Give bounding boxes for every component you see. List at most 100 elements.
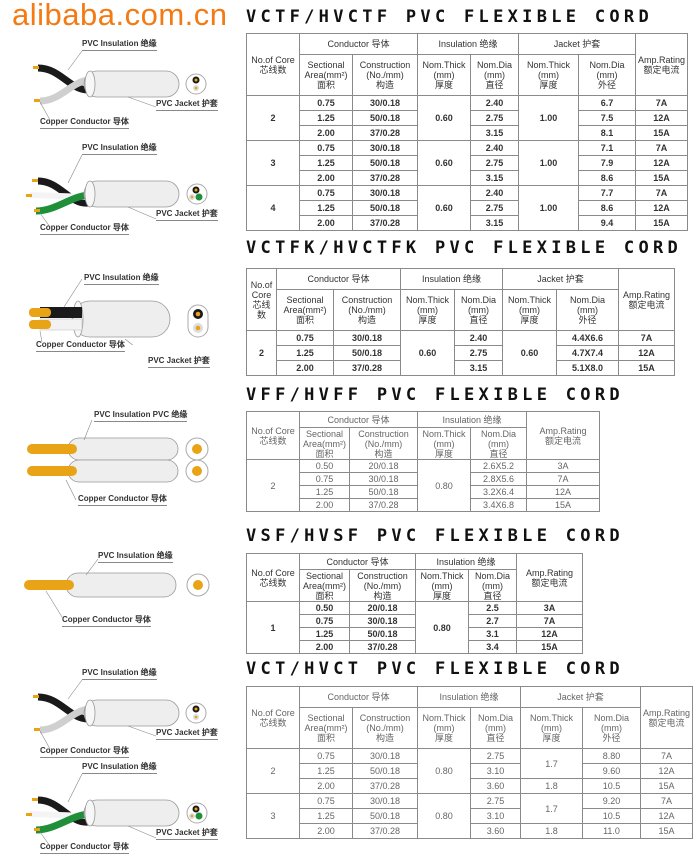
insulation-diameter: 3.15: [470, 125, 519, 141]
table-row: 3 0.75 30/0.18 0.60 2.40 1.00 7.1 7A: [246, 140, 688, 186]
header-area: Sectional Area(mm²) 面积: [299, 427, 350, 460]
amp-rating: 12A: [640, 763, 693, 779]
amp-rating: 7A: [526, 472, 600, 486]
header-jacket: Jacket 护套: [520, 686, 641, 708]
header-area: Sectional Area(mm²) 面积: [299, 707, 353, 749]
header-sub-label: 厚度: [434, 80, 453, 90]
header-sub-label: (mm): [577, 305, 598, 315]
header-sub-label: Nom.Dia: [593, 713, 629, 723]
sectional-area: 0.50: [299, 601, 350, 615]
amp-rating: 15A: [635, 215, 688, 231]
header-amp-label: 额定电流: [628, 299, 665, 310]
section-title: VFF/HVFF PVC FLEXIBLE CORD: [246, 385, 624, 405]
core-count: 3: [246, 793, 300, 839]
header-row: No.of Core 芯线数 Conductor 导体 Insulation 绝缘 Am…: [246, 411, 600, 460]
header-sub-label: (mm): [484, 70, 505, 80]
jacket-diameter: 7.1: [578, 140, 636, 156]
conductor-label: Copper Conductor 导体: [40, 223, 129, 235]
construction: 50/0.18: [349, 627, 416, 641]
header-row: Sectional Area(mm²) 面积 Construction (No./mm)…: [247, 289, 675, 331]
header-sub-label: Nom.Dia: [474, 570, 510, 581]
jacket-thickness: 0.60: [502, 330, 557, 376]
amp-rating: 7A: [635, 95, 688, 111]
amp-rating: 12A: [516, 627, 583, 641]
insulation-diameter: 2.7: [468, 614, 517, 628]
header-core: No.of Core 芯线数: [246, 33, 300, 96]
table-row: 1.25 50/0.18 2.75 7.5 12A: [247, 110, 688, 126]
table-row: 2 0.75 30/0.18 0.60 2.40 0.60 4.4X6.6 7A: [246, 330, 675, 376]
construction: 30/0.18: [349, 614, 416, 628]
header-row: Sectional Area(mm²) 面积 Construction (No./mm)…: [247, 427, 600, 460]
sectional-area: 1.25: [299, 200, 353, 216]
header-sub-label: Area(mm²): [304, 723, 348, 733]
amp-rating: 15A: [526, 498, 600, 512]
conductor-label: Copper Conductor 导体: [40, 117, 129, 129]
table-row: 2.00 37/0.28 3.60 1.8 11.0 15A: [247, 823, 693, 839]
header-conductor: Conductor 导体: [299, 686, 418, 708]
header-amp-rating: Amp.Rating 额定电流: [526, 411, 600, 460]
jacket-thickness: 1.7: [520, 748, 583, 779]
insulation-thickness: 0.60: [417, 95, 471, 141]
table-row: 1 0.50 20/0.18 0.80 2.5 3A: [246, 601, 583, 654]
header-core-label: No.of: [250, 279, 273, 290]
jacket-diameter: 5.1X8.0: [556, 360, 619, 376]
jacket-diameter: 9.60: [582, 763, 641, 779]
jacket-diameter: 6.7: [578, 95, 636, 111]
table-row: 1.25 50/0.18 2.75 8.6 12A: [247, 200, 688, 216]
header-sub-label: 外径: [597, 80, 616, 90]
jacket-label: PVC Jacket 护套: [156, 728, 218, 740]
table-row: 1.25 50/0.18 2.75 4.7X7.4 12A: [247, 345, 675, 361]
construction: 50/0.18: [352, 110, 418, 126]
header-sub-label: Construction: [341, 295, 393, 305]
header-amp-rating: Amp.Rating 额定电流: [618, 268, 675, 331]
insulation-diameter: 3.60: [470, 778, 521, 794]
header-conductor: Conductor 导体: [299, 33, 418, 55]
jacket-thickness: 1.8: [520, 823, 583, 839]
jacket-diameter: 10.5: [582, 778, 641, 794]
amp-rating: 15A: [640, 778, 693, 794]
header-sub-label: Construction: [358, 428, 409, 439]
jacket-diameter: 9.20: [582, 793, 641, 809]
insulation-diameter: 2.40: [470, 185, 519, 201]
insulation-diameter: 3.15: [470, 170, 519, 186]
jacket-thickness: 1.8: [520, 778, 583, 794]
sectional-area: 2.00: [299, 170, 353, 186]
header-sub-label: Nom.Thick: [405, 295, 449, 305]
jacket-label: PVC Jacket 护套: [156, 828, 218, 840]
header-sub-label: Area(mm²): [303, 438, 346, 449]
header-insulation: Insulation 绝缘: [417, 686, 521, 708]
header-conductor: Conductor 导体: [299, 553, 416, 570]
cable-illustration-vctfk: [0, 265, 240, 358]
header-sub-label: (mm): [601, 723, 622, 733]
insulation-thickness: 0.80: [417, 748, 471, 794]
header-sub-label: Nom.Thick: [420, 570, 464, 581]
header-core: No.of Core 芯线数: [246, 553, 300, 602]
sectional-area: 0.75: [276, 330, 334, 346]
amp-rating: 7A: [640, 748, 693, 764]
core-count: 2: [246, 330, 277, 376]
jacket-label: PVC Jacket 护套: [156, 209, 218, 221]
amp-rating: 7A: [635, 185, 688, 201]
header-sub-label: (mm): [468, 305, 489, 315]
header-ins-dia: Nom.Dia (mm) 直径: [454, 289, 503, 331]
header-sub-label: Sectional: [305, 428, 344, 439]
header-amp-label: 额定电流: [544, 435, 581, 446]
core-count: 2: [246, 95, 300, 141]
header-conductor: Conductor 导体: [299, 411, 418, 428]
header-sub-label: 面积: [316, 733, 335, 743]
header-sub-label: (No./mm): [348, 305, 386, 315]
construction: 50/0.18: [352, 763, 418, 779]
insulation-label: PVC Insulation 绝缘: [82, 762, 157, 774]
header-construction: Construction (No./mm) 构造: [333, 289, 401, 331]
sectional-area: 0.75: [299, 140, 353, 156]
header-sub-label: (mm): [485, 723, 506, 733]
header-amp-label: Amp.Rating: [525, 567, 574, 578]
amp-rating: 3A: [516, 601, 583, 615]
construction: 37/0.28: [349, 498, 418, 512]
insulation-diameter: 3.2X6.4: [470, 485, 527, 499]
conductor-label: Copper Conductor 导体: [40, 746, 129, 758]
insulation-label: PVC Insulation 绝缘: [82, 143, 157, 155]
cable-illustration-vff: [0, 400, 240, 525]
sectional-area: 0.75: [299, 185, 353, 201]
insulation-diameter: 2.75: [470, 200, 519, 216]
